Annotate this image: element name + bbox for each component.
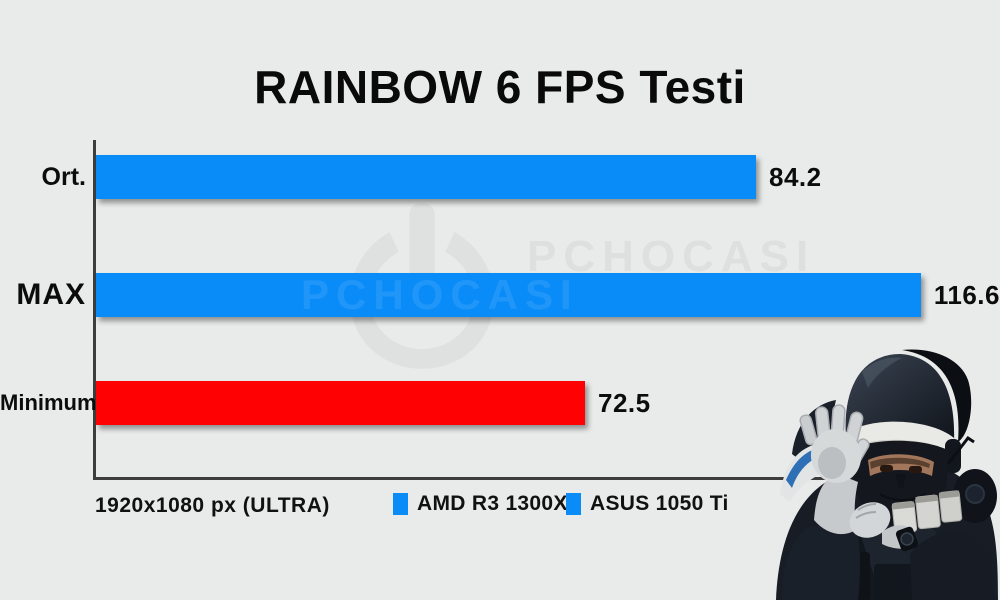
bar-row-ort: Ort. 84.2 [0,155,1000,199]
category-label-ort: Ort. [41,162,86,191]
legend-swatch-gpu [566,493,581,515]
legend-swatch-cpu [393,493,408,515]
x-axis-line [93,477,988,480]
power-icon [350,203,494,369]
value-label-max: 116.6 [933,279,1000,310]
value-label-minimum: 72.5 [598,387,651,418]
legend-item-gpu: ASUS 1050 Ti [566,492,729,516]
category-label-max: MAX [16,278,86,311]
legend-label-cpu: AMD R3 1300X [417,492,568,515]
legend-item-cpu: AMD R3 1300X [393,492,568,516]
bar-minimum [96,381,585,425]
resolution-label: 1920x1080 px (ULTRA) [95,494,330,517]
bar-row-max: MAX 116.6 [0,273,1000,317]
chart-title: RAINBOW 6 FPS Testi [254,61,746,113]
bar-ort [96,155,756,199]
chart-footer: 1920x1080 px (ULTRA) AMD R3 1300X ASUS 1… [0,492,1000,526]
category-label-minimum: Minimum [0,390,97,415]
value-label-ort: 84.2 [769,161,822,192]
bar-max [96,273,921,317]
watermark-text: PCHOCASI [527,232,816,281]
rainbow-six-operator-image [776,349,998,600]
y-axis-line [93,140,96,478]
legend-label-gpu: ASUS 1050 Ti [590,492,729,515]
bar-row-minimum: Minimum 72.5 [0,381,1000,425]
